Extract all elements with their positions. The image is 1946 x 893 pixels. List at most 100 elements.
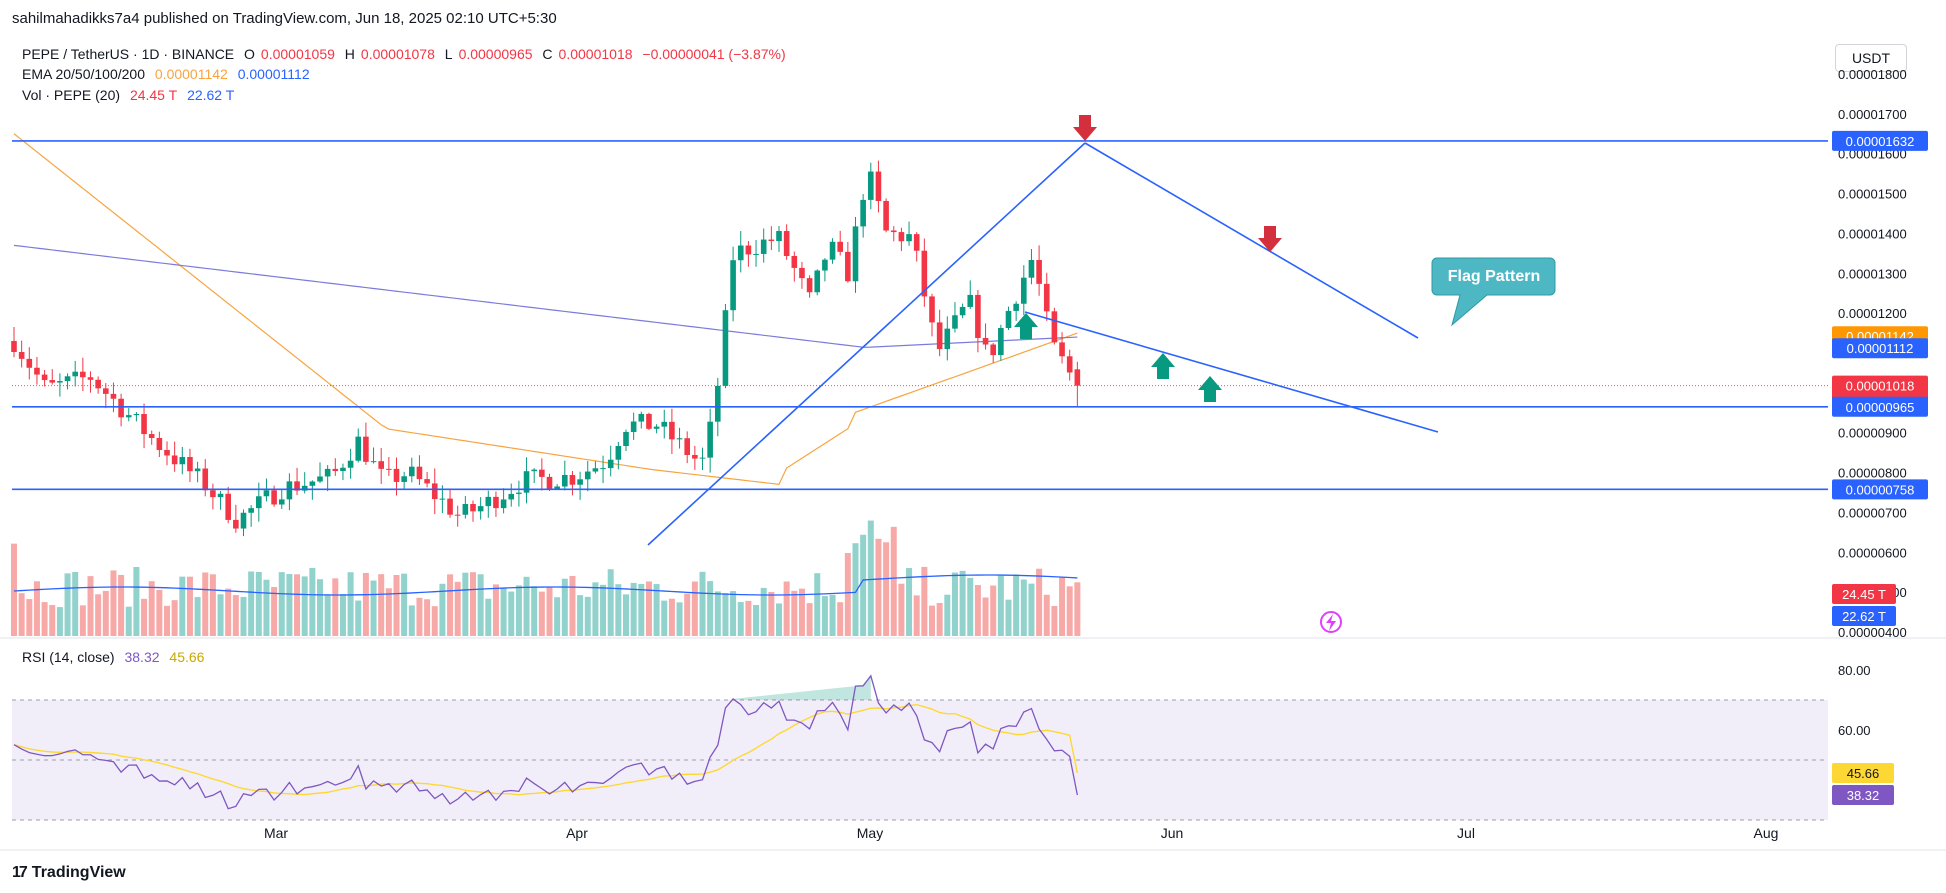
candle-body (661, 421, 668, 427)
candle-body (49, 380, 56, 383)
volume-bar (913, 595, 920, 636)
candle-body (890, 230, 897, 233)
candle-body (34, 367, 40, 375)
ema-legend[interactable]: EMA 20/50/100/200 0.00001142 0.00001112 (22, 66, 316, 82)
volume-bar (110, 570, 117, 636)
price-label-text: 0.00000965 (1846, 400, 1915, 415)
symbol-name[interactable]: PEPE / TetherUS · 1D · BINANCE (22, 46, 235, 62)
time-tick-label: Mar (264, 825, 288, 841)
candle-body (676, 438, 683, 440)
price-tick-label: 0.00000900 (1838, 426, 1907, 441)
volume-value: 24.45 T (129, 87, 178, 103)
candle-body (210, 490, 216, 498)
rsi-value: 38.32 (124, 649, 160, 665)
volume-bar (737, 602, 744, 636)
candle-body (783, 231, 790, 256)
candle-body (768, 239, 775, 242)
volume-bar (362, 572, 369, 636)
volume-bar (11, 543, 17, 636)
candle-body (378, 461, 384, 469)
volume-bar (699, 571, 706, 636)
candle-body (615, 446, 622, 460)
volume-bar (791, 590, 798, 636)
currency-button[interactable]: USDT (1835, 44, 1907, 72)
candle-body (72, 371, 78, 377)
rsi-label: RSI (14, close) (22, 649, 115, 665)
volume-bar (730, 591, 737, 636)
volume-label-box (1832, 584, 1896, 604)
volume-bar (385, 588, 392, 636)
high-label: H (344, 46, 355, 62)
volume-bar (630, 582, 637, 636)
candle-body (707, 421, 713, 458)
volume-label-text: 24.45 T (1842, 587, 1886, 602)
price-tick-label: 0.00001200 (1838, 306, 1907, 321)
candle-body (1028, 259, 1035, 278)
candle-body (11, 341, 17, 352)
candle-body (386, 468, 392, 470)
volume-bar (378, 574, 385, 636)
candle-body (393, 468, 400, 482)
rsi-legend[interactable]: RSI (14, close) 38.32 45.66 (22, 649, 210, 665)
volume-bar (301, 576, 308, 636)
candle-body (309, 481, 316, 486)
arrow-up-icon (1151, 353, 1175, 379)
trendline (647, 142, 1086, 546)
volume-bar (584, 596, 591, 636)
volume-bar (1051, 605, 1058, 636)
volume-bar (753, 604, 760, 636)
candle-body (607, 459, 614, 469)
arrow-down-icon (1258, 226, 1282, 252)
candle-body (692, 454, 698, 459)
volume-bar (401, 573, 408, 636)
candle-body (898, 232, 905, 242)
candle-body (753, 253, 759, 255)
volume-bar (645, 581, 652, 636)
published-line: sahilmahadikks7a4 published on TradingVi… (12, 10, 557, 27)
candle-body (806, 278, 813, 293)
candle-body (730, 260, 736, 311)
candle-body (554, 486, 560, 489)
volume-bar (370, 580, 377, 636)
volume-bar (722, 593, 729, 636)
volume-bar (309, 567, 316, 636)
candles (11, 160, 1081, 537)
volume-bar (600, 584, 607, 636)
volume-bar (179, 576, 186, 636)
volume-bar (745, 600, 752, 636)
candle-body (240, 512, 247, 529)
price-label-text: 0.00001018 (1846, 379, 1915, 394)
volume-bar (64, 573, 71, 636)
close-value: 0.00001018 (558, 46, 633, 62)
volume-bar (26, 599, 33, 636)
volume-label: Vol · PEPE (20) (22, 87, 121, 103)
volume-bar (355, 600, 362, 636)
candle-body (646, 413, 652, 429)
rsi-tick-label: 80.00 (1838, 663, 1871, 678)
candle-body (332, 468, 339, 472)
volume-bar (1066, 586, 1073, 636)
volume-bar (814, 573, 821, 636)
volume-bar (1020, 579, 1027, 636)
change-value: −0.00000041 (−3.87%) (642, 46, 786, 62)
candle-body (233, 519, 239, 529)
volume-bar (102, 590, 109, 636)
candle-body (967, 294, 974, 307)
volume-bar (936, 602, 943, 636)
volume-bar (1043, 594, 1050, 636)
candle-body (638, 413, 645, 422)
high-value: 0.00001078 (360, 46, 435, 62)
lightning-icon-bolt (1326, 614, 1336, 631)
candle-body (929, 296, 935, 323)
volume-bar (668, 598, 675, 636)
volume-bar (776, 603, 782, 636)
volume-bar (554, 597, 561, 636)
rsi-value-text: 45.66 (1847, 766, 1880, 781)
volume-bar (447, 574, 454, 636)
volume-bar (951, 572, 958, 636)
volume-legend[interactable]: Vol · PEPE (20) 24.45 T 22.62 T (22, 87, 240, 103)
volume-bar (209, 574, 216, 636)
volume-bar (317, 579, 323, 636)
volume-bar (760, 587, 767, 636)
